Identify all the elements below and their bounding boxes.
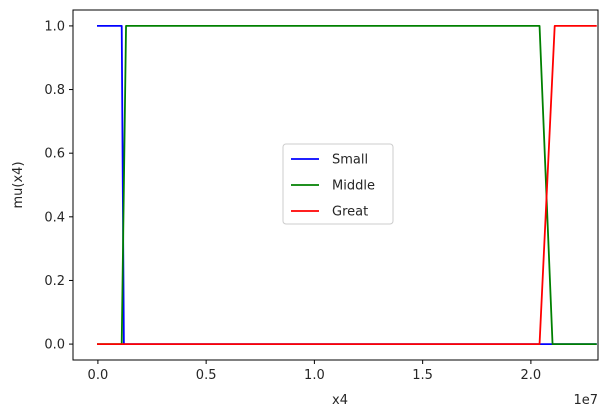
x-axis-label: x4 (332, 393, 348, 408)
legend-label-great: Great (332, 205, 368, 220)
x-offset-label: 1e7 (573, 393, 598, 408)
plot-frame (72, 9, 599, 361)
series-layer (97, 25, 597, 345)
x-ticks: 0.0 0.5 1.0 1.5 2.0 (88, 360, 542, 383)
legend-box (282, 143, 394, 225)
y-tick-label: 0.0 (44, 338, 65, 353)
legend-label-middle: Middle (332, 179, 375, 194)
x-tick-label: 0.0 (88, 368, 109, 383)
legend-label-small: Small (332, 153, 368, 168)
x-tick-label: 2.0 (521, 368, 542, 383)
legend-items: Small Middle Great (291, 153, 375, 220)
y-tick-label: 0.8 (44, 83, 65, 98)
x-tick-label: 1.0 (304, 368, 325, 383)
legend: Small Middle Great (282, 143, 394, 225)
y-tick-label: 0.2 (44, 274, 65, 289)
y-tick-label: 0.6 (44, 147, 65, 162)
series-line-great (97, 25, 597, 345)
axes-layer (72, 9, 599, 361)
x-tick-label: 0.5 (196, 368, 217, 383)
y-ticks: 0.0 0.2 0.4 0.6 0.8 1.0 (44, 19, 73, 353)
y-tick-label: 1.0 (44, 19, 65, 34)
y-tick-label: 0.4 (44, 210, 65, 225)
y-axis-label: mu(x4) (11, 161, 26, 208)
x-tick-label: 1.5 (412, 368, 433, 383)
